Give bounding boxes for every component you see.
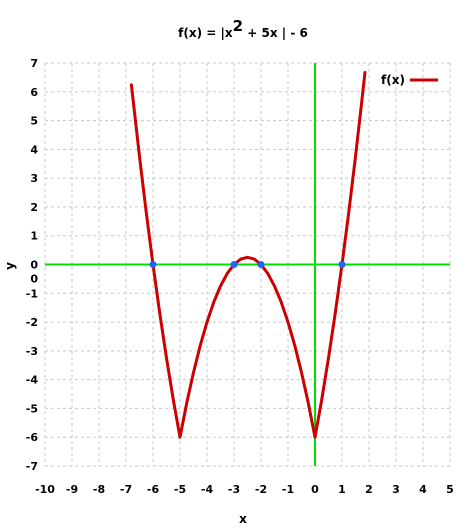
y-tick-label: -2 (26, 316, 38, 329)
root-point (230, 261, 238, 268)
axis-layer (45, 63, 450, 466)
x-tick-label: -3 (228, 483, 240, 496)
x-tick-label: -10 (35, 483, 55, 496)
x-tick-label: 5 (446, 483, 454, 496)
y-tick-label: 3 (30, 172, 38, 185)
root-point (149, 261, 157, 268)
x-tick-label: -7 (120, 483, 132, 496)
y-tick-label: -5 (26, 402, 38, 415)
x-tick-label: -9 (66, 483, 78, 496)
chart-title-prefix: f(x) = |x (178, 26, 233, 40)
x-tick-label: -4 (201, 483, 214, 496)
root-point (257, 261, 265, 268)
y-tick-label: 6 (30, 86, 38, 99)
y-tick-label: 1 (30, 230, 38, 243)
y-tick-label: 0 (30, 259, 38, 272)
y-tick-label: 4 (30, 143, 38, 156)
y-tick-label: -4 (26, 374, 39, 387)
x-tick-label: -6 (147, 483, 160, 496)
y-tick-label: -3 (26, 345, 38, 358)
x-tick-label: 3 (392, 483, 400, 496)
x-axis-label: x (239, 512, 247, 526)
root-point (338, 261, 346, 268)
y-tick-label: 5 (30, 115, 38, 128)
x-tick-label: 4 (419, 483, 427, 496)
x-tick-label: -2 (255, 483, 267, 496)
y-tick-label: -6 (26, 431, 39, 444)
chart-title-suffix: + 5x | - 6 (243, 26, 308, 40)
legend: f(x) (381, 73, 438, 87)
x-tick-label: 2 (365, 483, 373, 496)
points-layer (149, 261, 346, 268)
x-tick-label: 1 (338, 483, 346, 496)
y-tick-label: 0 (30, 273, 38, 286)
chart-title-superscript: 2 (233, 17, 243, 35)
y-tick-label: 2 (30, 201, 38, 214)
x-tick-label: -8 (93, 483, 105, 496)
series-line (129, 71, 367, 439)
x-tick-label: -5 (174, 483, 186, 496)
x-tick-label: 0 (311, 483, 319, 496)
legend-label: f(x) (381, 73, 405, 87)
series-layer (129, 71, 367, 439)
y-axis-label: y (3, 262, 17, 270)
y-tick-label: 7 (30, 57, 38, 70)
y-tick-label: -7 (26, 460, 38, 473)
chart-title: f(x) = |x2 + 5x | - 6 (178, 17, 308, 40)
tick-layer: -10 -9 -8 -7 -6 -5 -4 -3 -2 -1 0 1 2 3 4 5765432100-1-2… (26, 57, 454, 496)
x-tick-label: -1 (282, 483, 294, 496)
y-tick-label: -1 (26, 287, 38, 300)
